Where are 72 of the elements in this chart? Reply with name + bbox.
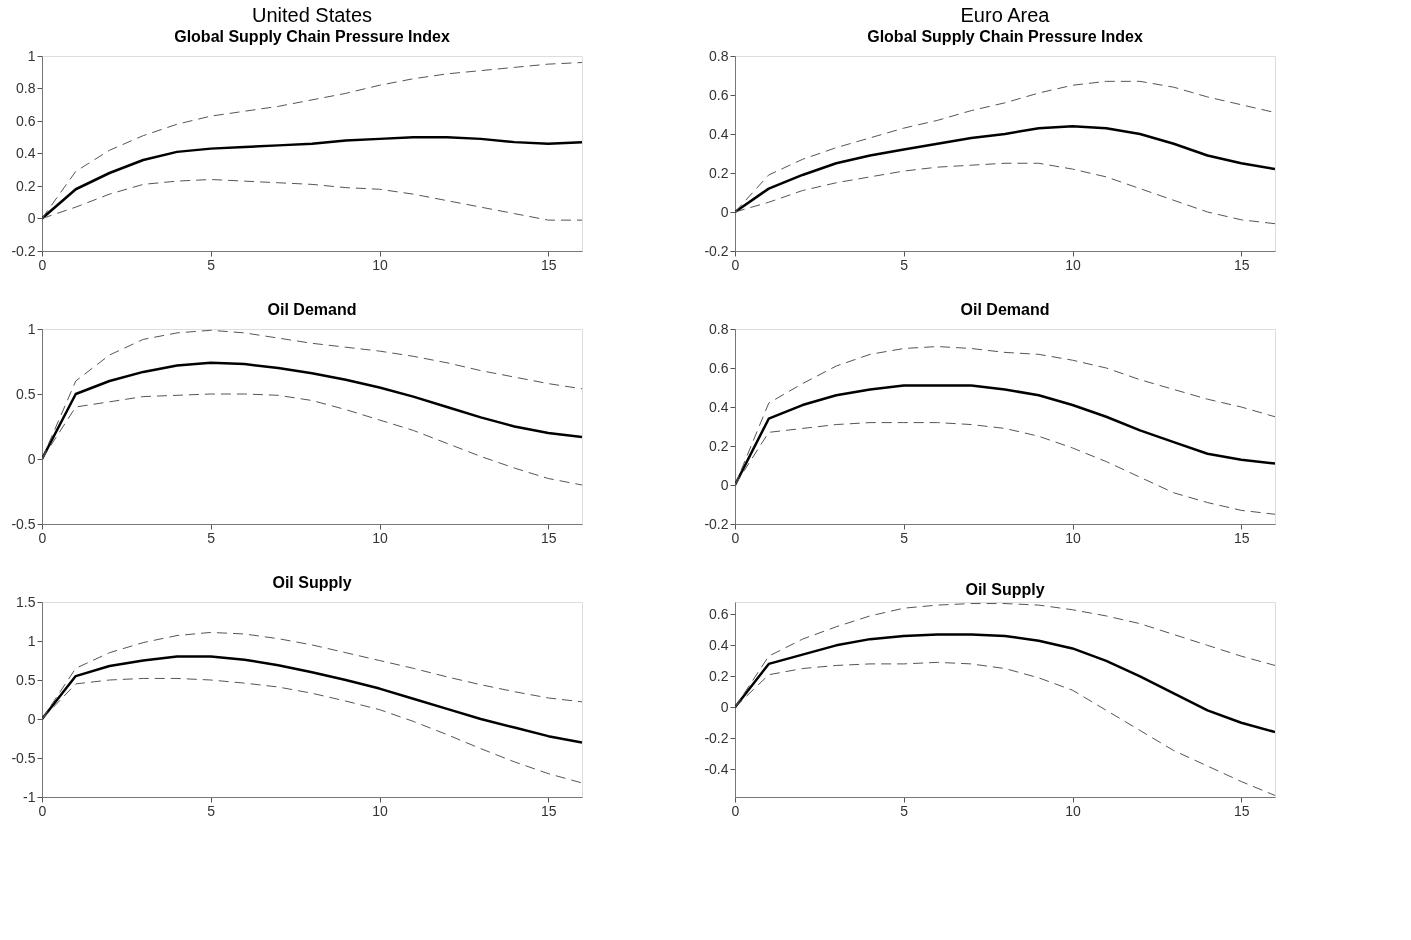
x-tick-label: 0: [731, 802, 740, 819]
y-tick-label: 0: [27, 710, 36, 727]
x-tick-label: 10: [1065, 529, 1081, 546]
y-tick-label: 0.5: [16, 385, 36, 402]
y-tick-label: 0: [720, 476, 729, 493]
x-tick-label: 15: [540, 802, 557, 819]
y-tick-label: 0: [27, 450, 36, 467]
y-tick-label: 1: [27, 632, 36, 649]
y-tick-label: 1.5: [16, 593, 36, 610]
x-tick-label: 5: [900, 256, 909, 273]
y-tick-label: 0.6: [16, 112, 36, 129]
y-tick-label: 0.4: [16, 145, 36, 161]
chart-title: United States: [251, 4, 373, 26]
y-tick-label: 0.6: [709, 359, 729, 376]
y-tick-label: 0.5: [16, 671, 36, 688]
line-series: [735, 633, 1275, 734]
chart-title: Oil Demand: [960, 301, 1050, 318]
x-tick-label: 15: [540, 256, 557, 273]
x-tick-label: 10: [1065, 256, 1081, 273]
y-tick-label: 0.2: [709, 667, 729, 684]
x-tick-label: 0: [38, 256, 47, 273]
y-tick-label: 0.6: [709, 86, 729, 103]
chart-title: Oil Demand: [267, 301, 357, 318]
x-tick-label: 5: [900, 802, 909, 819]
y-tick-label: -0.2: [704, 515, 729, 532]
y-tick-label: 1: [27, 320, 36, 337]
line-series: [735, 384, 1275, 487]
x-tick-label: 15: [1233, 802, 1250, 819]
y-tick-label: 0: [720, 698, 729, 715]
line-series: [42, 361, 582, 461]
y-tick-label: -0.5: [11, 515, 36, 532]
y-tick-label: 0.4: [709, 125, 729, 142]
x-tick-label: 10: [1065, 802, 1081, 819]
y-tick-label: 0.2: [709, 164, 729, 181]
y-tick-label: -0.2: [11, 242, 36, 259]
x-tick-label: 5: [207, 256, 216, 273]
x-tick-label: 15: [540, 529, 557, 546]
y-tick-label: 1: [27, 47, 36, 64]
chart-subtitle: Global Supply Chain Pressure Index: [867, 28, 1143, 45]
y-tick-label: 0.2: [16, 177, 36, 194]
line-series: [735, 124, 1275, 214]
chart-title: Euro Area: [960, 4, 1051, 26]
y-tick-label: 0.4: [709, 636, 729, 653]
y-tick-label: -0.2: [704, 729, 729, 746]
y-tick-label: 0.6: [709, 605, 729, 622]
y-tick-label: 0: [720, 203, 729, 220]
x-tick-label: 0: [38, 529, 47, 546]
chart-subtitle: Global Supply Chain Pressure Index: [174, 28, 450, 45]
y-tick-label: -0.5: [11, 749, 36, 766]
y-tick-label: 0.4: [709, 398, 729, 415]
y-tick-label: 0.8: [16, 80, 36, 96]
y-tick-label: 0.8: [709, 47, 729, 64]
y-tick-label: 0: [27, 210, 36, 226]
y-tick-label: -1: [23, 788, 36, 805]
y-tick-label: 0.8: [709, 320, 729, 337]
x-tick-label: 5: [207, 802, 216, 819]
x-tick-label: 10: [372, 256, 388, 273]
x-tick-label: 5: [900, 529, 909, 546]
x-tick-label: 0: [731, 256, 740, 273]
y-tick-label: -0.2: [704, 242, 729, 259]
x-tick-label: 15: [1233, 529, 1250, 546]
x-tick-label: 10: [372, 529, 388, 546]
line-series: [42, 655, 582, 744]
chart-title: Oil Supply: [965, 581, 1045, 598]
x-tick-label: 5: [207, 529, 216, 546]
chart-title: Oil Supply: [272, 574, 352, 591]
x-tick-label: 0: [731, 529, 740, 546]
y-tick-label: 0.2: [709, 437, 729, 454]
x-tick-label: 15: [1233, 256, 1250, 273]
x-tick-label: 0: [38, 802, 47, 819]
y-tick-label: -0.4: [704, 760, 729, 777]
x-tick-label: 10: [372, 802, 388, 819]
